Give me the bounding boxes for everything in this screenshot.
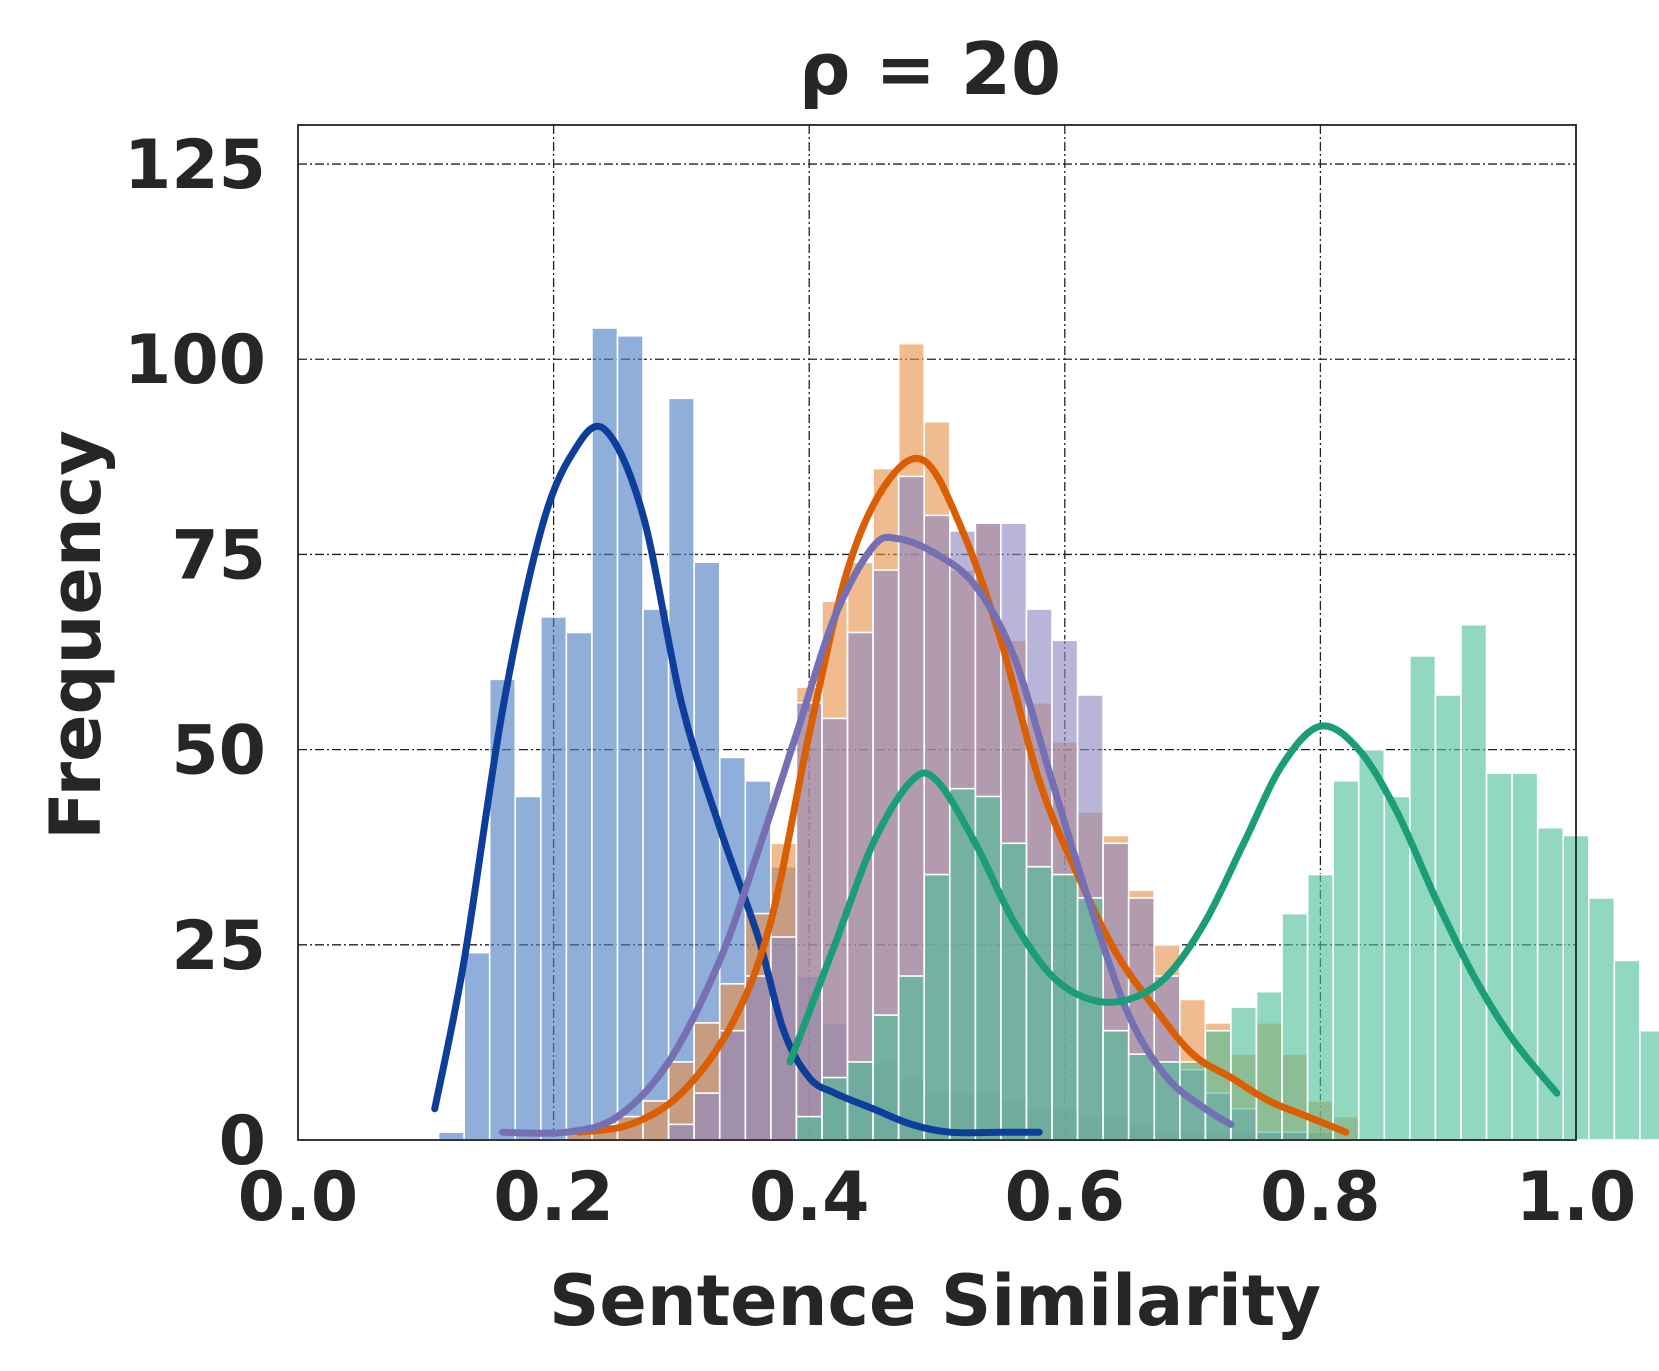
histogram-bar [642,608,670,1141]
histogram-bar [1587,897,1616,1141]
x-tick-labels: 0.0 0.2 0.4 0.6 0.8 1.0 [238,1158,1636,1237]
histogram-bar [1613,959,1641,1141]
y-tick-label: 75 [171,516,266,595]
x-tick-label: 0.8 [1260,1158,1380,1237]
histogram-bar [1639,1029,1659,1141]
histogram-bar [1025,865,1053,1141]
histogram-bar [667,1123,695,1141]
x-tick-label: 0.6 [1005,1158,1125,1237]
kde-curve-4 [786,722,1561,1097]
histogram-bar [693,1092,721,1141]
y-axis-label: Frequency [35,430,117,840]
histogram-bar [565,631,593,1141]
histogram-bar [1409,655,1437,1141]
histogram-bar [744,975,772,1141]
y-tick-label: 25 [171,907,266,986]
histogram-bars [437,327,1659,1141]
histogram-bar [1511,772,1539,1141]
histogram-bar [1051,873,1079,1141]
y-tick-labels: 0 25 50 75 100 125 [124,126,266,1181]
histogram-bar [1255,990,1283,1141]
histogram-bar [591,327,619,1141]
histogram-bar [1485,772,1513,1141]
histogram-bar [718,1029,747,1141]
histogram-bar [437,1131,465,1141]
x-tick-label: 0.0 [238,1158,358,1237]
x-tick-label: 1.0 [1516,1158,1636,1237]
histogram-bar [923,873,951,1141]
histogram-bar [463,951,491,1141]
histogram-bar [1102,1029,1130,1141]
y-tick-label: 50 [171,712,266,791]
histogram-bar [1127,1053,1156,1141]
kde-curve-3 [498,533,1235,1137]
histogram-bar [795,1115,823,1141]
histogram-bar [540,616,568,1141]
x-axis-label: Sentence Similarity [549,1260,1321,1342]
histogram-bar [1357,748,1386,1141]
histogram-bar [897,975,926,1141]
y-tick-label: 0 [219,1102,266,1181]
plot-frame [297,124,1577,1141]
y-tick-label: 100 [124,321,266,400]
histogram-bar [1000,842,1028,1141]
histogram-bar [514,795,542,1141]
histogram-bar [846,631,874,1141]
kde-curve-2 [575,455,1350,1136]
histogram-bar [1332,780,1360,1141]
y-tick-label: 125 [124,126,266,205]
histogram-bar [1383,795,1411,1141]
histogram-bar [1230,1006,1258,1141]
chart-title: ρ = 20 [799,27,1061,111]
x-tick-label: 0.2 [493,1158,613,1237]
histogram-bar [1460,623,1488,1141]
histogram-bar [1306,873,1334,1141]
x-tick-label: 0.4 [749,1158,869,1237]
kde-curve-1 [431,422,1043,1137]
bar-series-1 [437,327,1334,1141]
density-curves [431,422,1561,1137]
histogram-bar [1281,912,1309,1141]
